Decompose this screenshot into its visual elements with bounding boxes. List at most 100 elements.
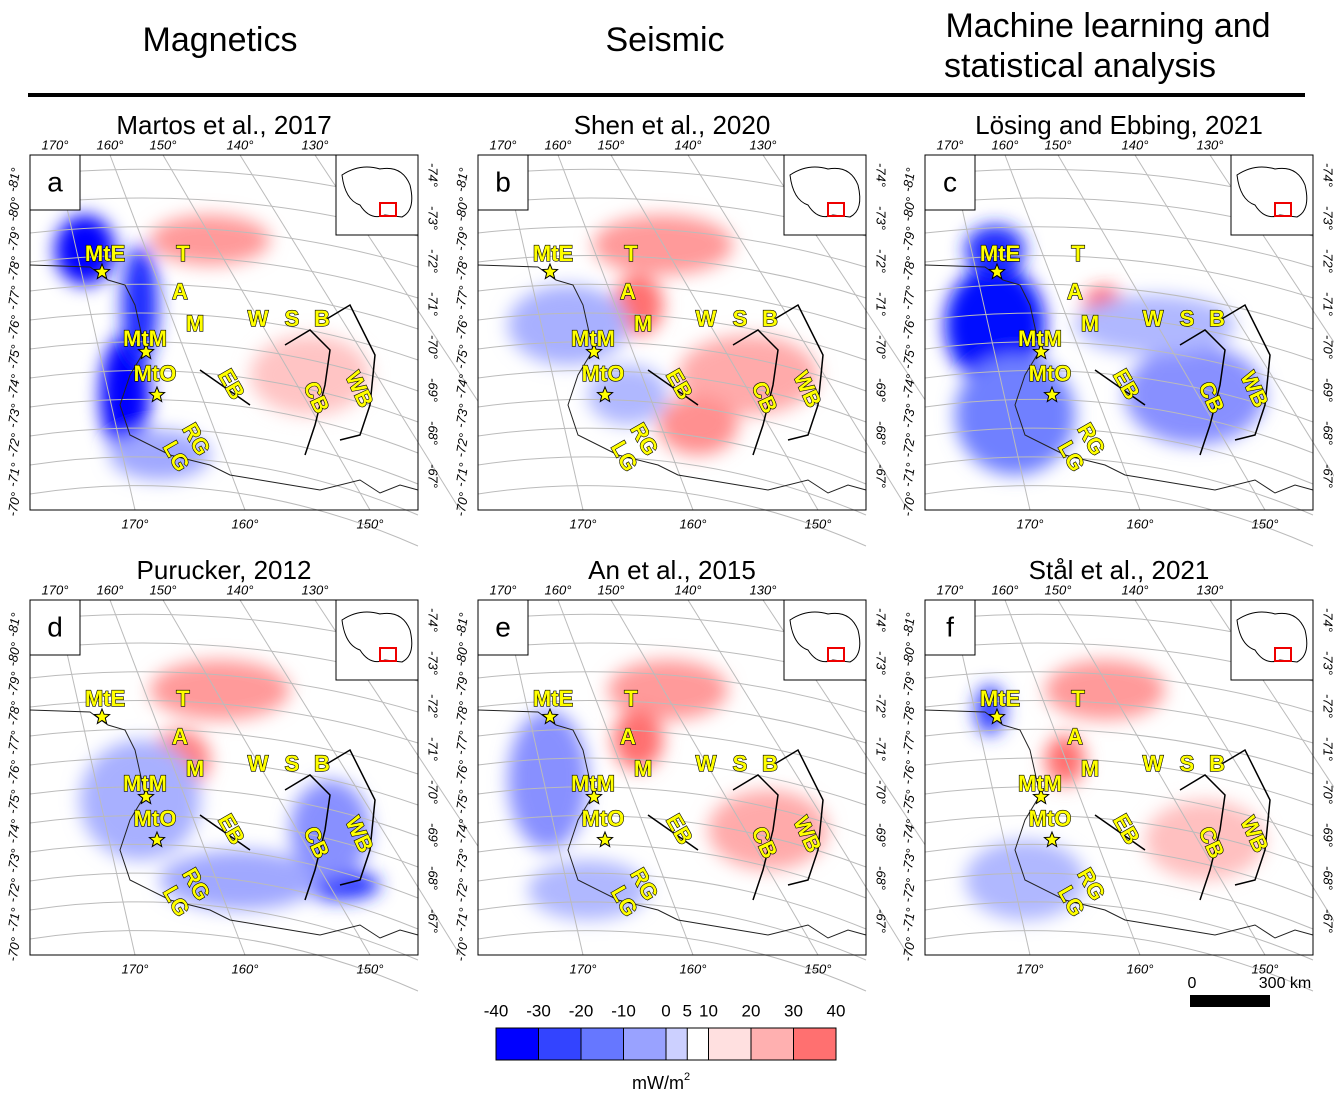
anomaly-blob (150, 660, 290, 720)
colorbar-tick-label: 30 (784, 1001, 803, 1020)
lat-label: -80° (4, 641, 23, 667)
colorbar-tick-label: 5 (683, 1001, 692, 1020)
feature-label: MtE (980, 686, 1020, 711)
lon-label: 130° (750, 582, 777, 597)
colorbar-unit: mW/m (632, 1073, 684, 1093)
lat-label: -72° (426, 694, 441, 718)
lat-label: -76° (899, 314, 918, 340)
feature-label: MtE (980, 241, 1020, 266)
colorbar-segment (794, 1028, 837, 1060)
lat-label: -73° (874, 206, 889, 230)
feature-label: M (634, 756, 652, 781)
lat-label: -67° (874, 464, 889, 488)
lat-label: -76° (899, 759, 918, 785)
figure: Magnetics Seismic Machine learning and s… (0, 0, 1334, 1094)
lat-label: -70° (452, 491, 471, 517)
lat-label: -74° (899, 818, 918, 844)
lon-label: 160° (97, 137, 124, 152)
map-content (478, 155, 998, 546)
lat-label: -70° (899, 491, 918, 517)
panel-title: Purucker, 2012 (137, 555, 312, 585)
lat-label: -73° (4, 403, 23, 429)
lat-label: -72° (452, 432, 471, 458)
column-header: Seismic (605, 21, 724, 59)
lon-label: 140° (227, 582, 254, 597)
lat-label: -67° (1321, 464, 1334, 488)
lat-label: -75° (899, 789, 918, 815)
colorbar-tick-label: -10 (611, 1001, 636, 1020)
lat-label: -72° (899, 432, 918, 458)
feature-label: B (1209, 306, 1225, 331)
lat-label: -77° (899, 730, 918, 756)
lat-label: -69° (874, 823, 889, 847)
lat-label: -69° (426, 378, 441, 402)
lat-label: -70° (1321, 335, 1334, 359)
scale-label: 300 km (1259, 975, 1311, 992)
lon-label: 170° (122, 961, 149, 976)
lat-label: -74° (899, 373, 918, 399)
lat-label: -71° (452, 907, 471, 933)
lat-label: -73° (4, 848, 23, 874)
lat-label: -69° (874, 378, 889, 402)
panel-letter: d (47, 611, 63, 642)
lat-label: -78° (899, 700, 918, 726)
lon-label: 170° (42, 582, 69, 597)
lat-label: -76° (452, 759, 471, 785)
lon-label: 170° (570, 961, 597, 976)
lat-label: -81° (4, 612, 23, 638)
lat-label: -71° (4, 462, 23, 488)
column-header: Magnetics (143, 21, 298, 59)
lat-label: -72° (4, 432, 23, 458)
feature-label: W (248, 751, 269, 776)
lon-label: 160° (680, 961, 707, 976)
lon-label: 170° (490, 137, 517, 152)
colorbar-tick-label: 40 (827, 1001, 846, 1020)
feature-label: MtO (1029, 361, 1072, 386)
feature-label: MtO (134, 361, 177, 386)
map-panel: cMtEMtMMtOTAMWSBEBCBWBRGLG170°160°150°14… (899, 137, 1334, 546)
lon-label: 140° (1122, 582, 1149, 597)
lat-label: -71° (452, 462, 471, 488)
feature-label: S (733, 751, 748, 776)
feature-label: MtM (1018, 771, 1062, 796)
lon-label: 130° (1197, 582, 1224, 597)
lon-label: 160° (680, 516, 707, 531)
lat-label: -80° (452, 196, 471, 222)
lon-label: 130° (1197, 137, 1224, 152)
colorbar-segment (624, 1028, 667, 1060)
lat-label: -80° (452, 641, 471, 667)
lat-label: -80° (899, 196, 918, 222)
lat-label: -68° (1321, 421, 1334, 445)
lon-label: 140° (227, 137, 254, 152)
feature-label: A (620, 279, 636, 304)
panel-title: Lösing and Ebbing, 2021 (975, 110, 1263, 140)
lat-label: -73° (1321, 206, 1334, 230)
colorbar-segment (687, 1028, 708, 1060)
lat-label: -72° (874, 694, 889, 718)
lon-label: 130° (302, 582, 329, 597)
feature-label: MtM (571, 771, 615, 796)
lat-label: -77° (4, 285, 23, 311)
lon-label: 170° (42, 137, 69, 152)
feature-label: M (634, 311, 652, 336)
anomaly-blob (150, 215, 270, 265)
colorbar-segment (581, 1028, 624, 1060)
panel-title: Martos et al., 2017 (116, 110, 331, 140)
lon-label: 140° (675, 582, 702, 597)
lat-label: -72° (426, 249, 441, 273)
lat-label: -77° (452, 285, 471, 311)
lat-label: -74° (4, 373, 23, 399)
lat-label: -71° (4, 907, 23, 933)
feature-label: MtM (123, 771, 167, 796)
feature-label: B (762, 306, 778, 331)
colorbar-tick-label: 0 (661, 1001, 670, 1020)
lat-label: -73° (452, 848, 471, 874)
column-header: Machine learning and (945, 7, 1270, 45)
panel-letter: c (943, 166, 957, 197)
lat-label: -78° (452, 255, 471, 281)
colorbar-segment (666, 1028, 687, 1060)
lat-label: -77° (4, 730, 23, 756)
lat-label: -81° (452, 167, 471, 193)
lat-label: -73° (1321, 651, 1334, 675)
